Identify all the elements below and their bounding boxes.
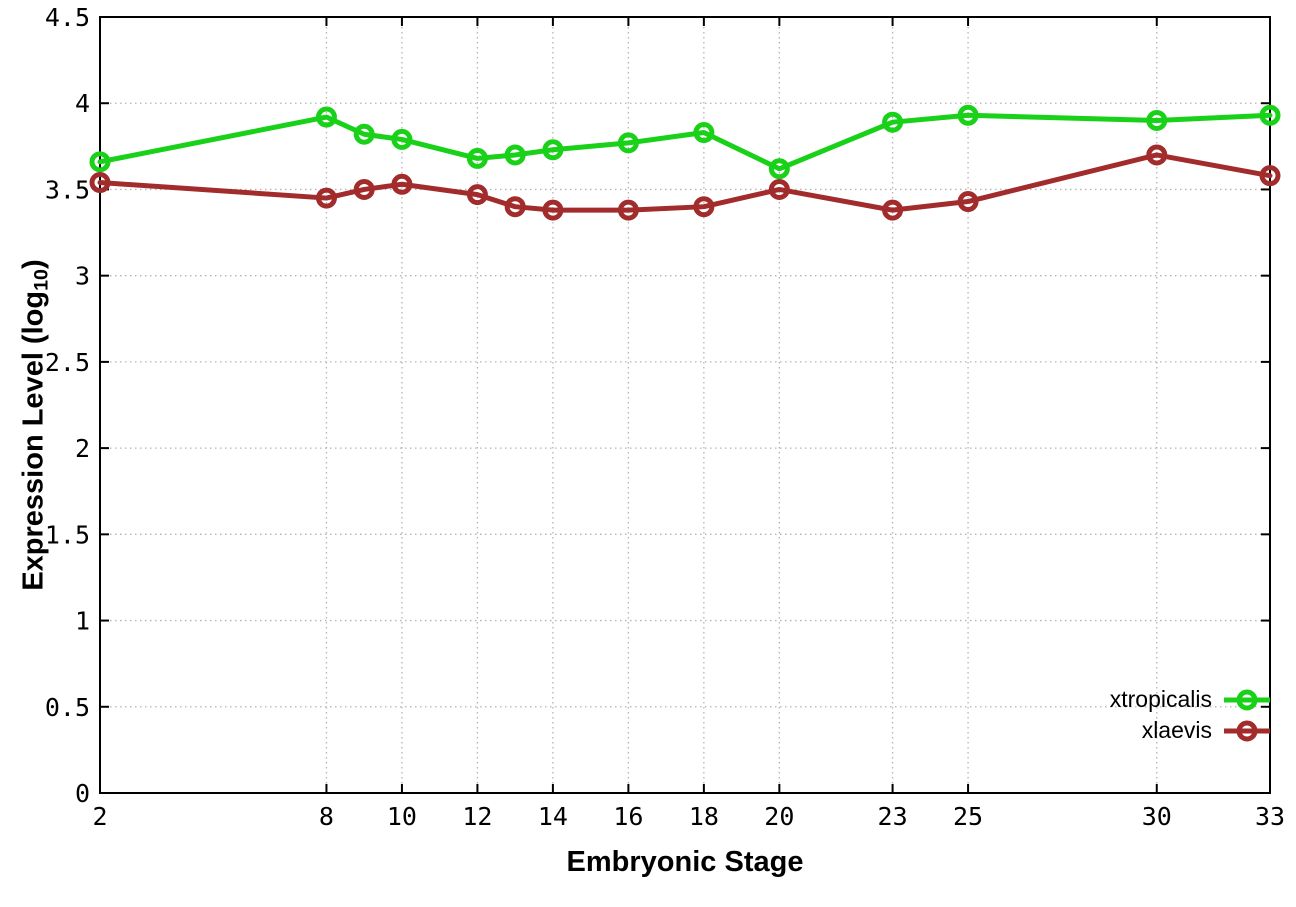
data-point — [957, 191, 979, 213]
y-axis-title-subscript: 10 — [30, 268, 53, 291]
y-tick-label: 0 — [75, 779, 90, 808]
data-point — [957, 104, 979, 126]
y-tick-label: 3.5 — [45, 175, 90, 204]
x-tick-label: 30 — [1142, 802, 1172, 831]
y-tick-label: 2 — [75, 434, 90, 463]
data-point — [353, 123, 375, 145]
y-tick-label: 0.5 — [45, 693, 90, 722]
y-tick-label: 2.5 — [45, 348, 90, 377]
y-tick-label: 4 — [75, 89, 90, 118]
x-tick-label: 8 — [319, 802, 334, 831]
x-tick-label: 16 — [613, 802, 643, 831]
y-axis-title-text: Expression Level (log — [17, 290, 50, 591]
series-xtropicalis — [89, 104, 1281, 180]
gridlines — [100, 17, 1270, 793]
legend: xtropicalis xlaevis — [1110, 684, 1270, 746]
data-point — [315, 106, 337, 128]
data-point — [504, 144, 526, 166]
y-tick-label: 4.5 — [45, 3, 90, 32]
x-tick-label: 10 — [387, 802, 417, 831]
legend-label-xlaevis: xlaevis — [1141, 717, 1212, 743]
x-tick-label: 18 — [689, 802, 719, 831]
data-point — [391, 128, 413, 150]
x-tick-label: 25 — [953, 802, 983, 831]
legend-marker-xtropicalis — [1224, 688, 1270, 712]
data-point — [882, 199, 904, 221]
data-point — [466, 147, 488, 169]
data-point — [391, 173, 413, 195]
x-tick-label: 20 — [764, 802, 794, 831]
data-point — [1146, 144, 1168, 166]
legend-label-xtropicalis: xtropicalis — [1109, 686, 1212, 712]
data-point — [617, 199, 639, 221]
series-xlaevis — [89, 144, 1281, 221]
data-point — [1259, 104, 1281, 126]
data-point — [693, 196, 715, 218]
plot-border — [99, 16, 1271, 794]
y-tick-label: 3 — [75, 262, 90, 291]
data-point — [353, 178, 375, 200]
legend-item-xtropicalis: xtropicalis — [1110, 684, 1270, 715]
data-point — [89, 151, 111, 173]
x-tick-label: 33 — [1255, 802, 1285, 831]
legend-item-xlaevis: xlaevis — [1110, 715, 1270, 746]
data-point — [315, 187, 337, 209]
data-point — [504, 196, 526, 218]
data-point — [768, 158, 790, 180]
x-tick-label: 12 — [462, 802, 492, 831]
data-point — [1259, 165, 1281, 187]
data-point — [542, 199, 564, 221]
x-tick-label: 2 — [92, 802, 107, 831]
data-point — [542, 139, 564, 161]
x-axis-title: Embryonic Stage — [566, 846, 804, 878]
y-axis-title: Expression Level (log10) — [17, 259, 53, 591]
x-tick-label: 14 — [538, 802, 568, 831]
data-point — [1146, 109, 1168, 131]
y-tick-label: 1 — [75, 607, 90, 636]
y-tick-label: 1.5 — [45, 520, 90, 549]
data-point — [466, 184, 488, 206]
x-tick-label: 23 — [878, 802, 908, 831]
series-line — [97, 112, 1273, 172]
data-point — [768, 178, 790, 200]
y-axis-title-close: ) — [17, 259, 50, 269]
legend-marker-xlaevis — [1224, 719, 1270, 743]
data-point — [693, 122, 715, 144]
tick-marks — [99, 16, 1271, 794]
data-point — [617, 132, 639, 154]
data-point — [882, 111, 904, 133]
data-point — [89, 172, 111, 194]
series-line — [97, 152, 1273, 213]
